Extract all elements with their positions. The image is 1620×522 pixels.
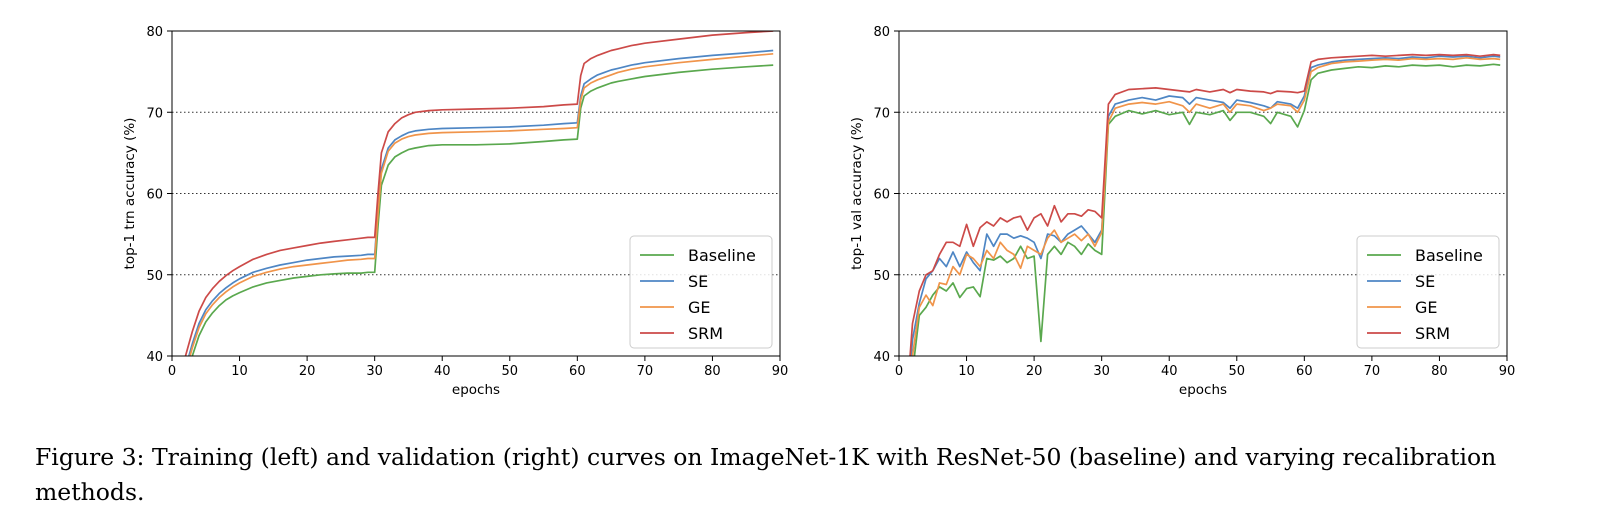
val-y-axis-label: top-1 val accuracy (%) — [849, 117, 865, 270]
val-legend-label-baseline: Baseline — [1415, 246, 1483, 265]
trn-ytick-label: 50 — [146, 269, 163, 284]
trn-xtick-label: 10 — [231, 364, 248, 379]
trn-xtick-label: 70 — [637, 364, 654, 379]
trn-legend-label-se: SE — [688, 272, 708, 291]
trn-legend-label-srm: SRM — [688, 324, 723, 343]
val-ytick-label: 80 — [873, 25, 890, 40]
trn-legend-box — [629, 235, 773, 349]
val-ytick-label: 40 — [873, 350, 890, 365]
trn-xtick-label: 30 — [366, 364, 383, 379]
val-ytick-label: 70 — [873, 106, 890, 121]
val-series-line-se — [910, 55, 1501, 356]
val-series-line-ge — [911, 56, 1501, 356]
val-series-line-baseline — [913, 63, 1501, 356]
val-legend-label-se: SE — [1415, 272, 1435, 291]
val-xtick-label: 40 — [1161, 364, 1178, 379]
val-xtick-label: 90 — [1499, 364, 1516, 379]
val-xtick-label: 60 — [1296, 364, 1313, 379]
val-legend-label-srm: SRM — [1415, 324, 1450, 343]
trn-xtick-label: 40 — [434, 364, 451, 379]
val-x-axis-label: epochs — [1179, 382, 1227, 398]
trn-plot-area — [184, 31, 774, 356]
trn-xtick-label: 50 — [502, 364, 519, 379]
val-xtick-label: 0 — [895, 364, 903, 379]
val-ytick-label: 60 — [873, 188, 890, 203]
val-xtick-label: 70 — [1364, 364, 1381, 379]
validation-chart: 0 10 20 30 40 50 60 70 80 90 40 50 60 70 80 epochs top-1… — [849, 25, 1516, 398]
trn-legend: Baseline SE GE SRM — [629, 235, 773, 349]
val-legend: Baseline SE GE SRM — [1356, 235, 1500, 349]
val-legend-box — [1356, 235, 1500, 349]
trn-legend-label-baseline: Baseline — [688, 246, 756, 265]
val-ytick-label: 50 — [873, 269, 890, 284]
trn-legend-label-ge: GE — [688, 298, 711, 317]
trn-x-axis-label: epochs — [452, 382, 500, 398]
val-xtick-label: 80 — [1431, 364, 1448, 379]
trn-ytick-label: 70 — [146, 106, 163, 121]
trn-series-line-srm — [184, 31, 774, 356]
trn-ytick-label: 40 — [146, 350, 163, 365]
val-series-line-srm — [909, 53, 1501, 356]
val-xtick-label: 50 — [1229, 364, 1246, 379]
trn-series-line-baseline — [191, 64, 774, 356]
trn-xtick-label: 60 — [569, 364, 586, 379]
trn-series-line-ge — [189, 52, 774, 356]
val-xtick-label: 30 — [1093, 364, 1110, 379]
trn-ytick-label: 60 — [146, 188, 163, 203]
trn-xtick-label: 20 — [299, 364, 316, 379]
trn-xtick-label: 80 — [704, 364, 721, 379]
val-xtick-label: 20 — [1026, 364, 1043, 379]
trn-series-line-se — [188, 49, 774, 356]
val-xtick-label: 10 — [958, 364, 975, 379]
training-chart: 0 10 20 30 40 50 60 70 80 90 40 50 60 70 80 epochs top-1… — [122, 25, 789, 398]
plots: 0 10 20 30 40 50 60 70 80 90 40 50 60 70 80 epochs top-1… — [122, 25, 1516, 398]
figure-caption: Figure 3: Training (left) and validation… — [35, 443, 1497, 506]
trn-y-axis-label: top-1 trn accuracy (%) — [122, 118, 138, 270]
trn-xtick-label: 90 — [772, 364, 789, 379]
val-legend-label-ge: GE — [1415, 298, 1438, 317]
trn-ytick-label: 80 — [146, 25, 163, 40]
val-plot-area — [909, 53, 1501, 356]
trn-xtick-label: 0 — [168, 364, 176, 379]
